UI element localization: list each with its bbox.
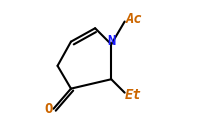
Text: Ac: Ac <box>125 12 142 26</box>
Text: O: O <box>44 102 52 116</box>
Text: Et: Et <box>124 88 141 102</box>
Text: N: N <box>107 34 116 48</box>
